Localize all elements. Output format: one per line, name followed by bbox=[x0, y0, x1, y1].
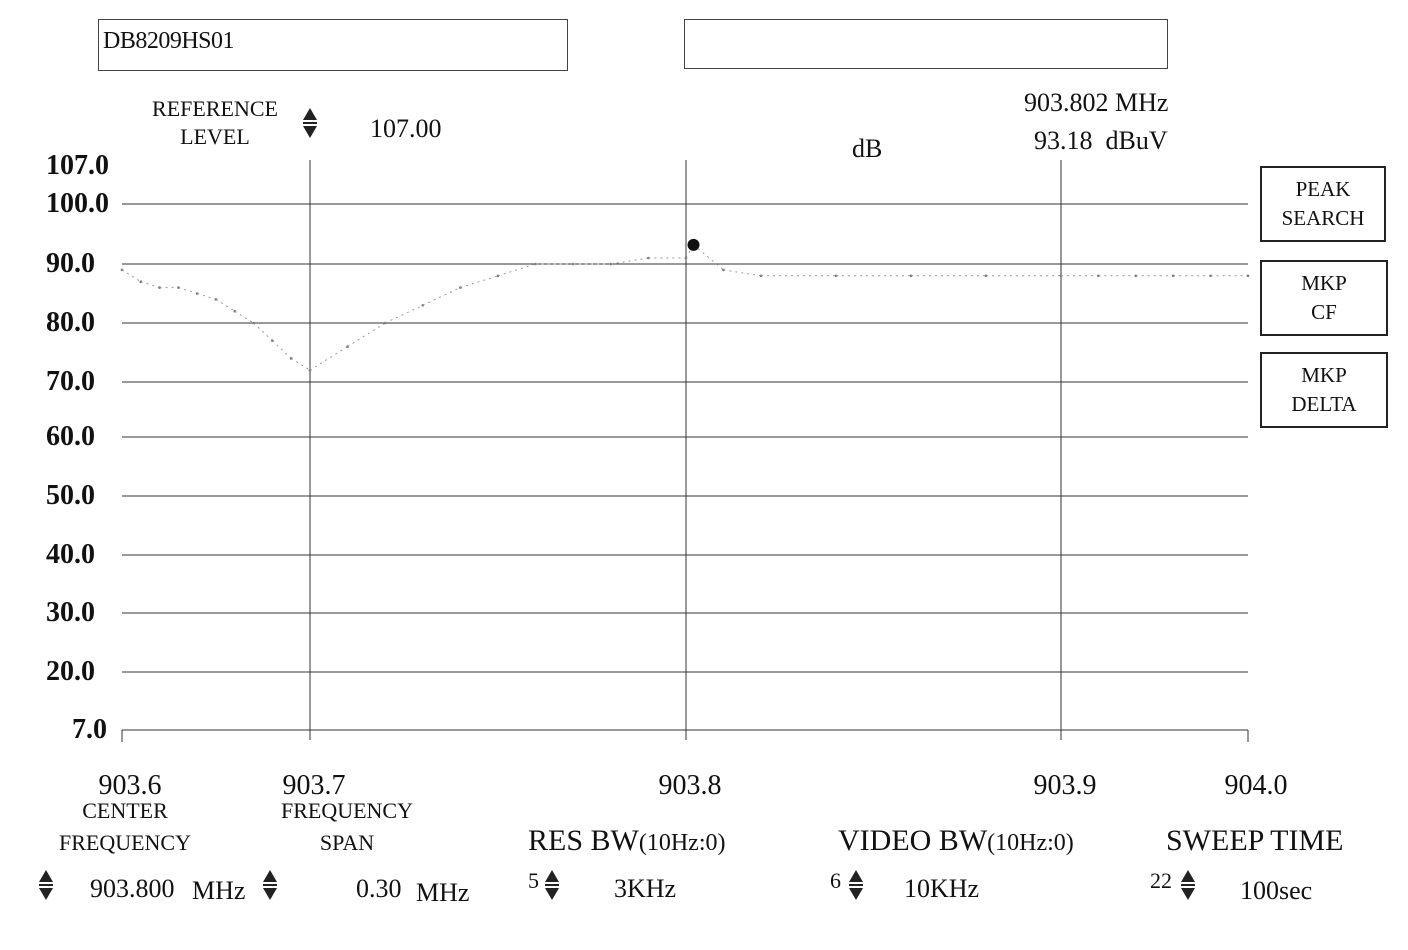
sweep-time-label: SWEEP TIME bbox=[1166, 824, 1344, 857]
center-frequency-label: CENTER FREQUENCY bbox=[58, 798, 191, 855]
trace-segment bbox=[140, 281, 160, 289]
trace-segment bbox=[121, 269, 142, 283]
trace-segment bbox=[347, 322, 386, 348]
trace-segment bbox=[610, 257, 649, 265]
reference-level-spinner[interactable] bbox=[302, 106, 318, 140]
trace-segment bbox=[290, 357, 311, 371]
trace-segment bbox=[309, 346, 348, 371]
center-frequency-value: 903.800 bbox=[90, 874, 175, 903]
marker-level: 93.18 dBuV bbox=[1034, 126, 1168, 155]
y-tick-label: 50.0 bbox=[46, 480, 95, 511]
trace-segment bbox=[178, 287, 198, 294]
y-tick-label: 30.0 bbox=[46, 597, 95, 628]
video-bw-value: 10KHz bbox=[904, 874, 980, 903]
y-tick-label: 70.0 bbox=[46, 366, 95, 397]
trace-point bbox=[1209, 274, 1212, 278]
frequency-span-spinner[interactable] bbox=[262, 868, 278, 902]
y-tick-label: 90.0 bbox=[46, 248, 95, 279]
trace-segment bbox=[693, 244, 724, 271]
trace-segment bbox=[422, 287, 461, 306]
x-tick-label: 903.9 bbox=[1033, 770, 1097, 801]
sweep-time-value: 100sec bbox=[1240, 876, 1313, 905]
center-frequency-unit: MHz bbox=[192, 876, 246, 905]
video-bw-spinner[interactable] bbox=[848, 868, 864, 902]
trace-group bbox=[120, 238, 1250, 372]
trace-segment bbox=[723, 269, 762, 277]
video-bw-label: VIDEO BW(10Hz:0) bbox=[838, 824, 1074, 857]
marker-frequency: 903.802 MHz bbox=[1024, 88, 1169, 117]
res-bw-index: 5 bbox=[528, 868, 539, 893]
frequency-span-value: 0.30 bbox=[356, 874, 402, 903]
trace-segment bbox=[384, 304, 424, 324]
grid-lines bbox=[121, 160, 1249, 742]
y-tick-label: 100.0 bbox=[46, 188, 109, 219]
trace-segment bbox=[272, 340, 292, 359]
y-tick-label: 80.0 bbox=[46, 307, 95, 338]
y-tick-label: 40.0 bbox=[46, 539, 95, 570]
trace-segment bbox=[460, 275, 499, 289]
sweep-time-spinner[interactable] bbox=[1180, 868, 1196, 902]
frequency-span-unit: MHz bbox=[416, 878, 470, 907]
center-frequency-spinner[interactable] bbox=[38, 868, 54, 902]
y-tick-label: 7.0 bbox=[72, 714, 107, 745]
trace-point bbox=[1097, 274, 1100, 278]
mkp-delta-button[interactable]: MKP DELTA bbox=[1260, 352, 1388, 428]
peak-search-button[interactable]: PEAK SEARCH bbox=[1260, 166, 1386, 242]
sweep-time-index: 22 bbox=[1150, 868, 1172, 893]
x-tick-label: 903.6 bbox=[98, 770, 162, 801]
trace-point bbox=[1246, 274, 1250, 278]
trace-segment bbox=[215, 298, 236, 312]
trace-segment bbox=[234, 310, 254, 324]
reference-level-label: REFERENCE LEVEL bbox=[152, 96, 278, 149]
x-tick-label: 903.8 bbox=[658, 770, 722, 801]
res-bw-spinner[interactable] bbox=[544, 868, 560, 902]
trace-segment bbox=[197, 293, 217, 300]
x-tick-label: 903.7 bbox=[282, 770, 346, 801]
video-bw-index: 6 bbox=[830, 868, 841, 893]
x-tick-label: 904.0 bbox=[1224, 770, 1288, 801]
y-tick-label: 60.0 bbox=[46, 421, 95, 452]
trace-title-text: DB8209HS01 bbox=[103, 28, 235, 54]
secondary-field[interactable] bbox=[684, 19, 1168, 69]
marker-unit-label: dB bbox=[852, 134, 883, 163]
trace-title-field[interactable]: DB8209HS01 bbox=[98, 19, 568, 71]
mkp-cf-button[interactable]: MKP CF bbox=[1260, 260, 1388, 336]
res-bw-label: RES BW(10Hz:0) bbox=[528, 824, 726, 857]
y-tick-label: 107.0 bbox=[46, 150, 109, 181]
peak-marker bbox=[687, 238, 700, 251]
trace-segment bbox=[497, 263, 536, 277]
res-bw-value: 3KHz bbox=[614, 874, 677, 903]
reference-level-value: 107.00 bbox=[370, 114, 442, 143]
y-tick-label: 20.0 bbox=[46, 656, 95, 687]
trace-segment bbox=[253, 322, 273, 342]
frequency-span-label: FREQUENCY SPAN bbox=[280, 798, 413, 855]
